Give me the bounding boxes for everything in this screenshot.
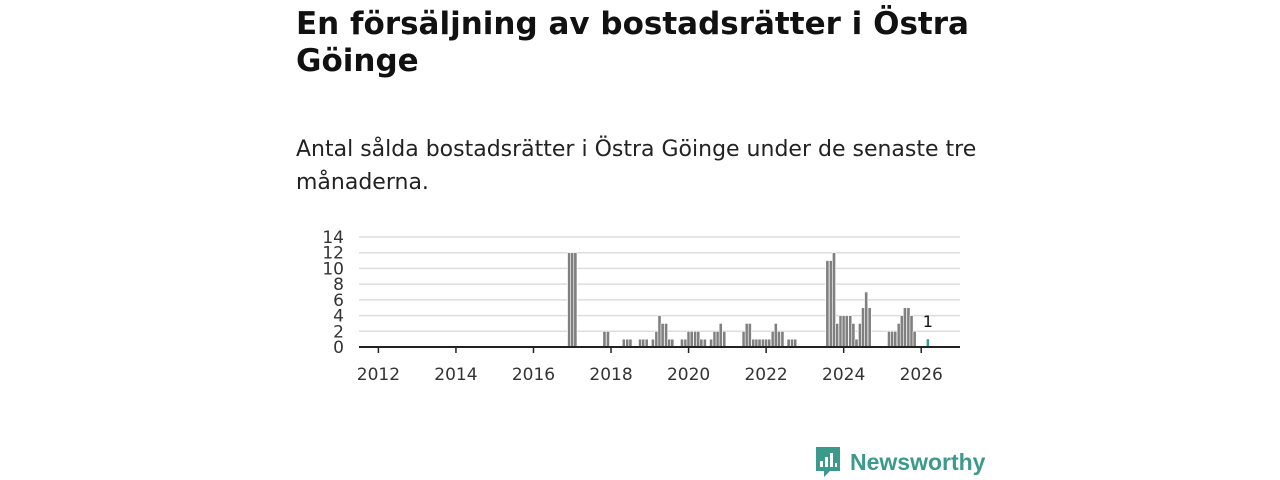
bar xyxy=(650,338,655,348)
bar xyxy=(702,338,707,348)
bar xyxy=(825,260,830,348)
bar xyxy=(867,307,872,348)
bar xyxy=(896,323,901,348)
bar xyxy=(638,338,643,348)
bar xyxy=(777,330,781,348)
bar xyxy=(858,323,862,348)
bar xyxy=(699,338,704,348)
bar xyxy=(660,323,665,348)
bar xyxy=(832,252,836,348)
y-tick-label: 0 xyxy=(333,338,344,358)
bar xyxy=(654,330,659,348)
bar xyxy=(835,323,840,348)
bar xyxy=(848,315,853,348)
bar xyxy=(628,338,633,348)
bar xyxy=(570,252,575,348)
bar xyxy=(899,315,904,348)
bar xyxy=(770,330,775,348)
data-label: 1 xyxy=(923,312,933,331)
bar xyxy=(696,330,701,348)
x-tick-label: 2020 xyxy=(667,365,710,385)
bar xyxy=(602,330,607,348)
bar xyxy=(709,338,713,348)
bar xyxy=(667,338,672,348)
bar xyxy=(854,338,859,348)
bar xyxy=(838,315,843,348)
bar xyxy=(764,338,769,348)
bar xyxy=(751,338,756,348)
y-tick-label: 14 xyxy=(322,228,344,248)
y-tick-label: 8 xyxy=(333,275,344,295)
bar xyxy=(567,252,572,348)
bar xyxy=(844,315,849,348)
chart-subtitle: Antal sålda bostadsrätter i Östra Göinge… xyxy=(296,137,977,195)
bar xyxy=(757,338,762,348)
bar xyxy=(906,307,911,348)
bar xyxy=(828,260,833,348)
x-tick-label: 2026 xyxy=(900,365,943,385)
y-tick-label: 12 xyxy=(322,244,344,264)
bar xyxy=(786,338,791,348)
bar xyxy=(861,307,865,348)
bar xyxy=(903,307,907,348)
bar xyxy=(664,323,669,348)
x-tick-label: 2018 xyxy=(589,365,632,385)
bar xyxy=(864,291,869,348)
bar xyxy=(841,315,846,348)
bar xyxy=(712,330,717,348)
bar xyxy=(744,323,749,348)
bar xyxy=(641,338,646,348)
bar xyxy=(693,330,698,348)
bar xyxy=(790,338,795,348)
bar xyxy=(689,330,694,348)
bar xyxy=(761,338,765,348)
bar xyxy=(722,330,727,348)
x-tick-label: 2012 xyxy=(357,365,400,385)
page-title: En försäljning av bostadsrätter i Östra … xyxy=(296,6,969,79)
x-tick-label: 2014 xyxy=(434,365,477,385)
bar xyxy=(670,338,675,348)
brand-name: Newsworthy xyxy=(850,448,986,475)
y-tick-label: 4 xyxy=(333,307,344,327)
bar xyxy=(686,330,691,348)
newsworthy-brand: Newsworthy xyxy=(814,445,985,479)
bar xyxy=(890,330,895,348)
bar xyxy=(621,338,626,348)
bar xyxy=(754,338,759,348)
y-tick-label: 6 xyxy=(333,291,344,311)
bar xyxy=(644,338,649,348)
bar xyxy=(767,338,772,348)
x-tick-label: 2022 xyxy=(744,365,787,385)
bar xyxy=(718,323,723,348)
bar xyxy=(912,330,917,348)
bar-highlight xyxy=(926,339,930,347)
bar xyxy=(893,330,898,348)
bar xyxy=(793,338,798,348)
bar xyxy=(606,330,610,348)
bar xyxy=(657,315,662,348)
newsworthy-logo-icon xyxy=(816,447,840,477)
x-tick-label: 2024 xyxy=(822,365,865,385)
bar xyxy=(683,338,688,348)
bar xyxy=(741,330,746,348)
bar xyxy=(780,330,785,348)
bar xyxy=(887,330,891,348)
bar xyxy=(715,330,720,348)
y-tick-label: 2 xyxy=(333,322,344,342)
y-tick-label: 10 xyxy=(322,259,344,279)
bar xyxy=(773,323,778,348)
bar xyxy=(573,252,578,348)
bar xyxy=(909,315,914,348)
bar xyxy=(625,338,630,348)
bar xyxy=(680,338,684,348)
x-tick-label: 2016 xyxy=(512,365,555,385)
bar xyxy=(747,323,752,348)
bar xyxy=(851,323,856,348)
